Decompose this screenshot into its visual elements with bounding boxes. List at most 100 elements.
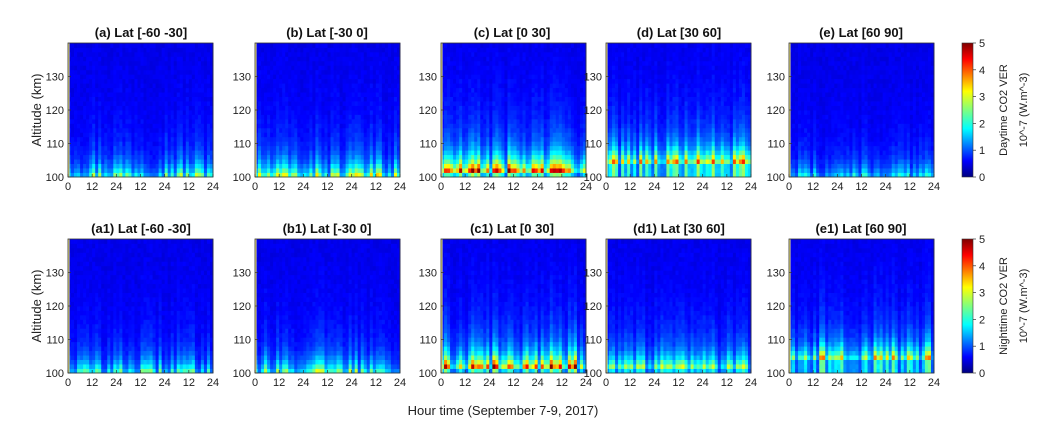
heatmap-cell	[354, 172, 359, 178]
heatmap-cell	[261, 127, 265, 133]
heatmap-cell	[456, 110, 460, 115]
heatmap-cell	[441, 87, 445, 93]
heatmap-cell	[194, 96, 199, 102]
heatmap-cell	[104, 110, 108, 115]
heatmap-cell	[498, 132, 502, 138]
heatmap-cell	[441, 105, 445, 111]
heatmap-cell	[134, 105, 138, 111]
heatmap-cell	[194, 110, 199, 115]
heatmap-cell	[300, 92, 304, 97]
heatmap-cell	[134, 118, 138, 124]
heatmap-cell	[579, 168, 584, 173]
heatmap-cell	[206, 96, 211, 102]
heatmap-cell	[315, 145, 319, 151]
heatmap-cell	[384, 74, 389, 80]
heatmap-cell	[612, 83, 616, 89]
heatmap-cell	[276, 110, 280, 115]
heatmap-cell	[185, 74, 190, 80]
heatmap-cell	[387, 83, 392, 89]
heatmap-cell	[582, 83, 587, 89]
heatmap-cell	[642, 154, 646, 160]
heatmap-cell	[582, 101, 587, 106]
heatmap-cell	[182, 145, 187, 151]
heatmap-cell	[324, 83, 328, 89]
heatmap-cell	[258, 43, 262, 48]
heatmap-cell	[582, 145, 587, 151]
heatmap-cell	[363, 132, 368, 138]
heatmap-cell	[606, 168, 610, 173]
heatmap-cell	[573, 168, 578, 173]
heatmap-cell	[155, 154, 160, 160]
heatmap-cell	[471, 83, 475, 89]
heatmap-cell	[339, 60, 343, 66]
heatmap-cell	[441, 60, 445, 66]
heatmap-cell	[306, 78, 310, 84]
heatmap-cell	[645, 83, 649, 89]
heatmap-cell	[291, 60, 295, 66]
heatmap-cell	[276, 159, 280, 164]
heatmap-cell	[609, 65, 613, 71]
heatmap-cell	[74, 56, 78, 62]
heatmap-cell	[206, 154, 211, 160]
heatmap-cell	[660, 141, 664, 147]
heatmap-cell	[80, 69, 84, 75]
heatmap-cell	[657, 96, 661, 102]
heatmap-cell	[339, 43, 343, 48]
heatmap-cell	[477, 51, 481, 57]
heatmap-cell	[309, 114, 313, 120]
heatmap-cell	[309, 56, 313, 62]
x-tick-label: 24	[580, 181, 592, 193]
heatmap-cell	[519, 132, 523, 138]
heatmap-cell	[537, 87, 542, 93]
heatmap-cell	[504, 101, 508, 106]
heatmap-cell	[510, 168, 514, 173]
heatmap-cell	[453, 47, 457, 53]
heatmap-cell	[567, 74, 572, 80]
heatmap-cell	[501, 123, 505, 129]
heatmap-cell	[642, 141, 646, 147]
heatmap-cell	[507, 47, 511, 53]
heatmap-cell	[161, 154, 166, 160]
heatmap-cell	[104, 65, 108, 71]
heatmap-cell	[519, 136, 523, 142]
heatmap-cell	[300, 69, 304, 75]
heatmap-cell	[116, 43, 120, 48]
heatmap-cell	[495, 78, 499, 84]
heatmap-cell	[89, 65, 93, 71]
heatmap-cell	[657, 127, 661, 133]
heatmap-cell	[176, 163, 181, 169]
heatmap-cell	[516, 69, 520, 75]
x-tick-label: 12	[134, 181, 146, 193]
heatmap-cell	[345, 43, 350, 48]
heatmap-cell	[363, 110, 368, 115]
heatmap-cell	[390, 74, 395, 80]
heatmap-cell	[119, 96, 123, 102]
heatmap-cell	[453, 56, 457, 62]
heatmap-cell	[83, 65, 87, 71]
heatmap-cell	[609, 92, 613, 97]
heatmap-cell	[501, 87, 505, 93]
heatmap-cell	[522, 127, 526, 133]
heatmap-cell	[375, 87, 380, 93]
heatmap-cell	[158, 56, 163, 62]
heatmap-cell	[552, 74, 557, 80]
heatmap-cell	[474, 56, 478, 62]
heatmap-cell	[276, 150, 280, 156]
heatmap-cell	[390, 47, 395, 53]
heatmap-cell	[167, 154, 172, 160]
heatmap-cell	[615, 69, 619, 75]
heatmap-cell	[618, 83, 622, 89]
heatmap-cell	[654, 83, 658, 89]
heatmap-cell	[573, 92, 578, 97]
heatmap-cell	[261, 159, 265, 164]
heatmap-cell	[98, 154, 102, 160]
heatmap-cell	[188, 150, 193, 156]
heatmap-cell	[483, 168, 487, 173]
heatmap-cell	[339, 87, 343, 93]
heatmap-cell	[185, 150, 190, 156]
heatmap-cell	[369, 141, 374, 147]
heatmap-cell	[531, 87, 536, 93]
heatmap-cell	[261, 114, 265, 120]
heatmap-cell	[519, 163, 523, 169]
heatmap-cell	[137, 78, 141, 84]
